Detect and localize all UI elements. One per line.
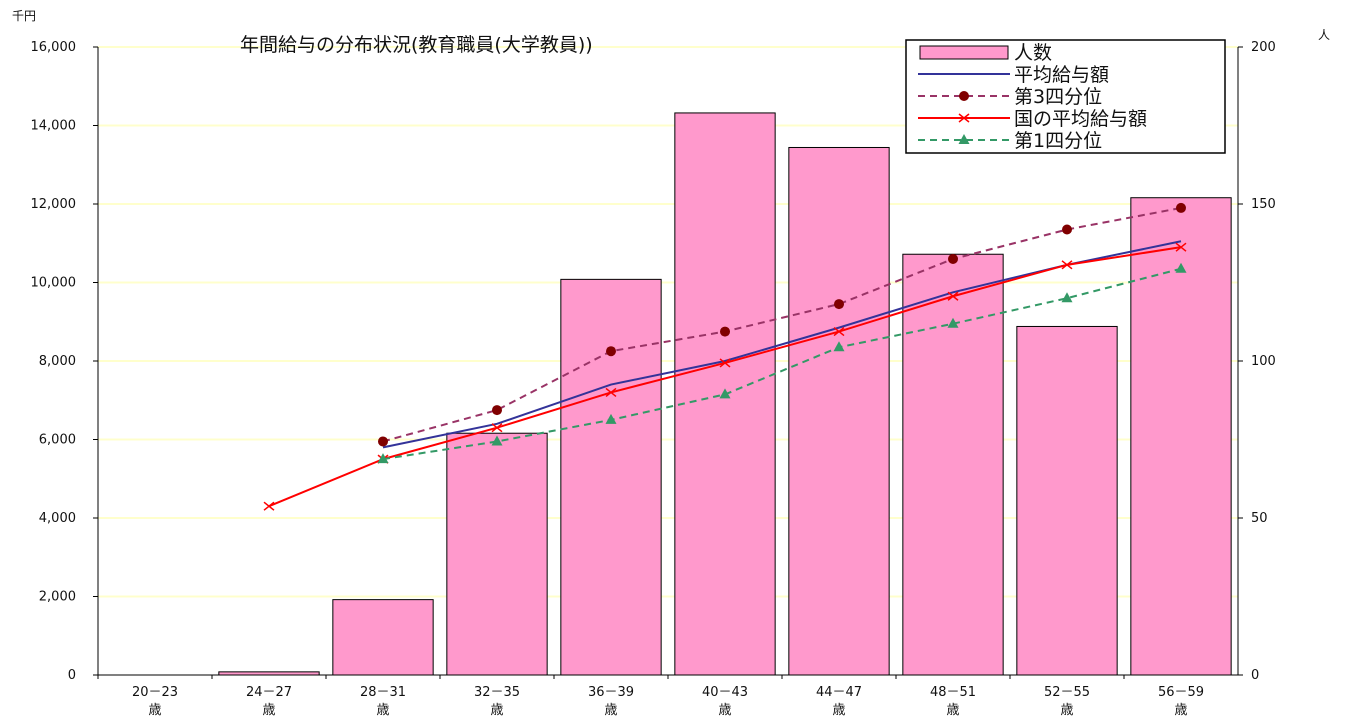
bar-人数 (788, 146, 890, 676)
tick-layer: 0 2,000 4,000 6,000 8,000 10,000 12,000 14,000 1… (31, 40, 1276, 717)
point-mark (263, 501, 275, 511)
series-line-第1四分位 (382, 267, 1182, 461)
y-left-unit-label: 千円 (12, 9, 36, 23)
legend-label: 平均給与額 (1014, 64, 1109, 86)
bar-人数 (332, 599, 434, 676)
y-left-tick-label: 2,000 (39, 590, 76, 605)
x-tick-label: 52－55 (1044, 685, 1090, 700)
point-第1四分位 (1061, 292, 1073, 303)
x-tick-label-suffix: 歳 (1060, 703, 1073, 717)
point-mark (958, 113, 970, 123)
grid-layer (98, 46, 1238, 598)
y-left-tick-label: 0 (68, 668, 76, 683)
bar-人数 (1130, 197, 1232, 676)
y-right-tick-label: 100 (1251, 354, 1276, 369)
chart-title: 年間給与の分布状況(教育職員(大学教員)) (240, 34, 593, 56)
point-第3四分位 (720, 326, 730, 337)
x-tick-label-suffix: 歳 (1174, 703, 1187, 717)
y-left-tick-label: 4,000 (39, 511, 76, 526)
series-line-第3四分位 (382, 206, 1182, 443)
x-tick-label-suffix: 歳 (832, 703, 845, 717)
y-left-tick-label: 12,000 (31, 197, 77, 212)
point-第3四分位 (1062, 224, 1072, 235)
point-mark (1175, 242, 1187, 252)
y-left-tick-label: 14,000 (31, 119, 77, 134)
y-right-tick-label: 50 (1251, 511, 1268, 526)
x-tick-label: 40－43 (702, 685, 748, 700)
y-right-unit-label: 人 (1318, 28, 1330, 42)
y-left-tick-label: 10,000 (31, 276, 77, 291)
x-tick-label: 48－51 (930, 685, 976, 700)
point-第1四分位 (605, 413, 617, 424)
point-国の平均給与額 (491, 423, 503, 433)
x-tick-label-suffix: 歳 (262, 703, 275, 717)
y-right-tick-label: 150 (1251, 197, 1276, 212)
x-tick-label-suffix: 歳 (946, 703, 959, 717)
y-right-tick-label: 0 (1251, 668, 1259, 683)
x-tick-label: 28－31 (360, 685, 406, 700)
point-国の平均給与額 (947, 291, 959, 301)
point-第1四分位 (958, 134, 970, 144)
legend-label: 第1四分位 (1014, 130, 1102, 152)
point-mark (1061, 260, 1073, 270)
point-第1四分位 (947, 317, 959, 328)
point-第1四分位 (833, 341, 845, 352)
x-tick-label-suffix: 歳 (604, 703, 617, 717)
x-tick-label: 36－39 (588, 685, 634, 700)
bar-人数 (446, 432, 548, 676)
point-第1四分位 (491, 435, 503, 446)
x-tick-label: 20－23 (132, 685, 178, 700)
point-第1四分位 (1175, 262, 1187, 273)
point-mark (605, 387, 617, 397)
x-tick-label: 32－35 (474, 685, 520, 700)
point-mark (491, 423, 503, 433)
point-第3四分位 (948, 253, 958, 264)
x-tick-label-suffix: 歳 (718, 703, 731, 717)
bar-人数 (1016, 325, 1118, 676)
y-left-tick-label: 6,000 (39, 433, 76, 448)
point-第3四分位 (959, 91, 969, 101)
point-mark (719, 358, 731, 368)
legend-label: 第3四分位 (1014, 86, 1102, 108)
point-国の平均給与額 (605, 387, 617, 397)
x-tick-label: 44－47 (816, 685, 862, 700)
legend-swatch (919, 45, 1009, 60)
point-第3四分位 (606, 346, 616, 357)
y-left-tick-label: 16,000 (31, 40, 77, 55)
x-tick-label-suffix: 歳 (376, 703, 389, 717)
bar-人数 (902, 253, 1004, 676)
point-国の平均給与額 (958, 113, 970, 123)
point-第3四分位 (492, 405, 502, 416)
line-layer (263, 202, 1187, 511)
x-tick-label: 24－27 (246, 685, 292, 700)
point-mark (833, 326, 845, 337)
point-第3四分位 (378, 436, 388, 447)
point-mark (947, 291, 959, 301)
bar-layer (218, 112, 1232, 676)
point-国の平均給与額 (833, 326, 845, 337)
point-第1四分位 (719, 388, 731, 399)
point-第3四分位 (1176, 202, 1186, 213)
legend-label: 人数 (1014, 42, 1052, 64)
point-国の平均給与額 (719, 358, 731, 368)
x-tick-label: 56－59 (1158, 685, 1204, 700)
y-left-tick-label: 8,000 (39, 354, 76, 369)
point-国の平均給与額 (1061, 260, 1073, 270)
x-tick-label-suffix: 歳 (490, 703, 503, 717)
point-国の平均給与額 (1175, 242, 1187, 252)
bar-人数 (560, 278, 662, 676)
point-第1四分位 (377, 453, 389, 464)
point-国の平均給与額 (263, 501, 275, 511)
legend-label: 国の平均給与額 (1014, 108, 1147, 130)
point-第3四分位 (834, 299, 844, 310)
x-tick-label-suffix: 歳 (148, 703, 161, 717)
y-right-tick-label: 200 (1251, 40, 1276, 55)
